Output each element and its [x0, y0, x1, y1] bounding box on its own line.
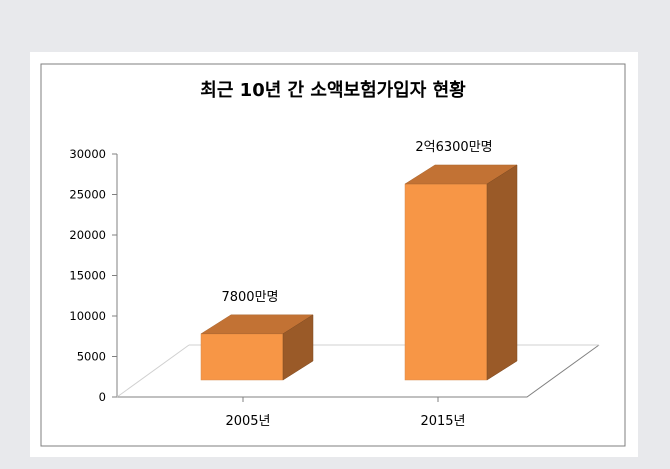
data-label-1: 7800만명	[221, 290, 278, 305]
y-tick-label: 30000	[69, 147, 106, 161]
floor-depth-line	[116, 344, 190, 398]
y-tick-label: 10000	[69, 309, 106, 323]
bar-front-1	[200, 333, 284, 381]
x-tick-label-1: 2005년	[225, 414, 270, 429]
x-tick-label-2: 2015년	[420, 414, 465, 429]
y-tick-label: 5000	[77, 350, 106, 364]
labels: 7800만명 2005년 2억6300만명 2015년	[221, 140, 492, 429]
bar-front-2	[404, 183, 488, 381]
data-label-2: 2억6300만명	[415, 140, 492, 155]
axes: 0 5000 10000 15000 20000 25000 30000	[69, 147, 600, 404]
bars	[200, 164, 518, 381]
plot-frame	[40, 63, 626, 447]
bar-side-1	[282, 314, 314, 381]
floor-edge	[117, 344, 600, 398]
y-tick-label: 0	[99, 390, 106, 404]
y-tick-label: 25000	[69, 188, 106, 202]
y-tick-label: 15000	[69, 269, 106, 283]
bar-side-2	[486, 164, 518, 381]
y-tick-label: 20000	[69, 228, 106, 242]
chart-title: 최근 10년 간 소액보험가입자 현황	[200, 79, 466, 101]
